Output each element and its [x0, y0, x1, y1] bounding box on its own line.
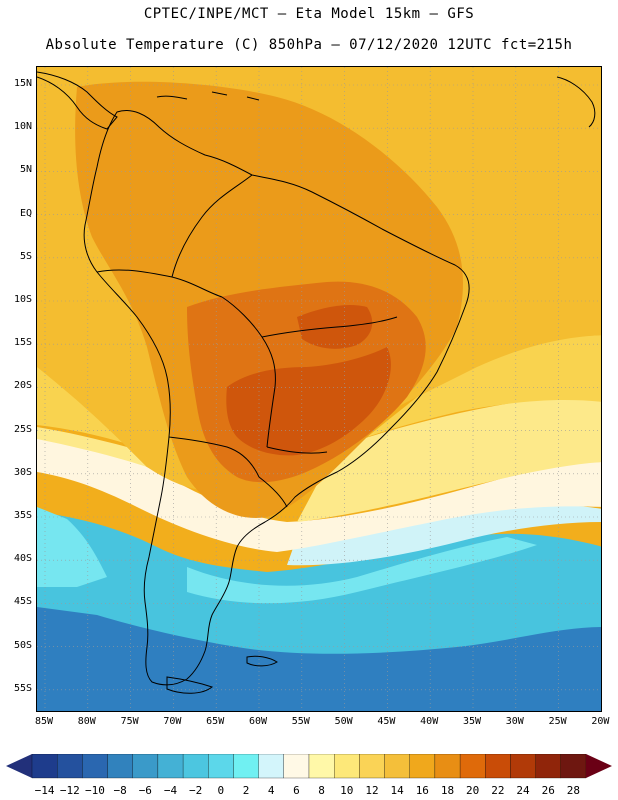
lon-label: 35W — [462, 716, 482, 727]
falkland-islands — [246, 655, 278, 667]
south-america-coast — [83, 110, 470, 686]
lat-label: 15N — [13, 78, 32, 89]
central-america-coast — [37, 71, 118, 130]
lon-label: 85W — [34, 716, 54, 727]
colorbar-cell — [57, 754, 83, 779]
field-red-orange-core — [226, 347, 391, 456]
lon-label: 60W — [248, 716, 268, 727]
caribbean-islands — [156, 91, 260, 101]
lon-label: 80W — [77, 716, 96, 727]
lat-label: 35S — [13, 510, 32, 521]
colorbar-label: −2 — [189, 784, 203, 797]
colorbar — [6, 754, 612, 779]
colorbar-cell — [157, 754, 184, 779]
lat-label: 5S — [19, 250, 32, 262]
colorbar-cell — [535, 754, 561, 779]
colorbar-label: −6 — [138, 784, 152, 797]
field-light-cyan — [37, 507, 107, 587]
field-cream — [37, 432, 601, 552]
colorbar-label: −14 — [34, 784, 55, 797]
colorbar-cell — [459, 754, 486, 779]
lon-label: 50W — [334, 716, 353, 727]
lat-label: 30S — [13, 466, 32, 478]
colorbar-cell — [308, 754, 335, 779]
lat-label: 50S — [13, 639, 32, 651]
colorbar-label: −4 — [163, 784, 178, 797]
lat-label: 10N — [13, 121, 32, 133]
map-title-line-1: CPTEC/INPE/MCT – Eta Model 15km – GFS — [143, 6, 475, 22]
colorbar-right-arrow — [586, 754, 612, 778]
lat-label: 25S — [13, 423, 32, 435]
colorbar-label: 8 — [318, 784, 325, 797]
colorbar-cell — [233, 754, 259, 779]
colorbar-cell — [31, 754, 58, 779]
colorbar-label: 28 — [566, 784, 581, 797]
lon-label: 45W — [377, 716, 396, 727]
lon-label: 75W — [120, 716, 139, 727]
field-light-cyan-2 — [187, 537, 537, 604]
colorbar-cell — [334, 754, 360, 779]
colorbar-label: 18 — [440, 784, 455, 797]
field-light-yellow-west — [37, 427, 147, 467]
colorbar-cell — [434, 754, 461, 779]
colorbar-cell — [132, 754, 159, 779]
field-light-yellow — [297, 398, 601, 522]
lon-label: 30W — [505, 716, 524, 727]
lon-label: 20W — [591, 716, 610, 727]
colorbar-cell — [560, 754, 587, 779]
colorbar-label: 0 — [217, 784, 225, 797]
colorbar-cell — [208, 754, 234, 779]
colorbar-label: −12 — [59, 784, 80, 797]
colorbar-label: 26 — [541, 784, 555, 797]
colorbar-cell — [485, 754, 511, 779]
colorbar-label: 12 — [365, 784, 379, 797]
colorbar-label: 24 — [516, 784, 530, 797]
colorbar-cell — [409, 754, 436, 779]
lat-label: EQ — [19, 207, 32, 219]
colorbar-cell — [359, 754, 385, 779]
colorbar-label: 10 — [340, 784, 354, 797]
lat-label: 10S — [13, 294, 32, 305]
caribbean-east-islands — [556, 76, 596, 128]
colorbar-label: 2 — [242, 784, 250, 797]
colorbar-cell — [510, 754, 536, 779]
lat-label: 20S — [13, 380, 32, 392]
lon-label: 70W — [163, 716, 182, 727]
lat-label: 55S — [13, 682, 32, 694]
colorbar-label: 20 — [466, 784, 480, 797]
country-borders — [96, 174, 398, 508]
lon-label: 55W — [291, 716, 310, 727]
field-yellow-east — [367, 335, 601, 437]
coastlines-and-borders — [37, 71, 596, 694]
colorbar-label: −8 — [113, 784, 127, 797]
colorbar-label: 14 — [390, 784, 404, 797]
lat-label: 40S — [13, 553, 32, 565]
field-pale-cyan — [287, 503, 601, 566]
lon-label: 25W — [548, 716, 567, 727]
colorbar-label: 4 — [267, 784, 275, 797]
colorbar-cells — [31, 754, 587, 779]
field-cyan — [37, 512, 601, 654]
colorbar-cell — [107, 754, 133, 779]
colorbar-cell — [182, 754, 209, 779]
colorbar-cell — [82, 754, 108, 779]
lat-label: 15S — [13, 337, 32, 349]
lat-label: 45S — [13, 596, 32, 608]
map-canvas — [37, 67, 601, 711]
lon-label: 40W — [420, 716, 439, 727]
temperature-map[interactable] — [36, 66, 602, 712]
temperature-field — [37, 67, 601, 711]
lon-label: 65W — [206, 716, 225, 727]
tierra-del-fuego — [166, 676, 214, 694]
map-title-line-2: Absolute Temperature (C) 850hPa – 07/12/… — [45, 37, 573, 53]
colorbar-cell — [258, 754, 284, 779]
colorbar-label: −10 — [85, 784, 105, 797]
colorbar-cell — [283, 754, 310, 779]
colorbar-label: 22 — [491, 784, 505, 797]
colorbar-label: 16 — [415, 784, 429, 797]
lat-label: 5N — [19, 164, 32, 176]
colorbar-cell — [384, 754, 410, 779]
colorbar-left-arrow — [6, 754, 32, 778]
colorbar-label: 6 — [293, 784, 300, 797]
